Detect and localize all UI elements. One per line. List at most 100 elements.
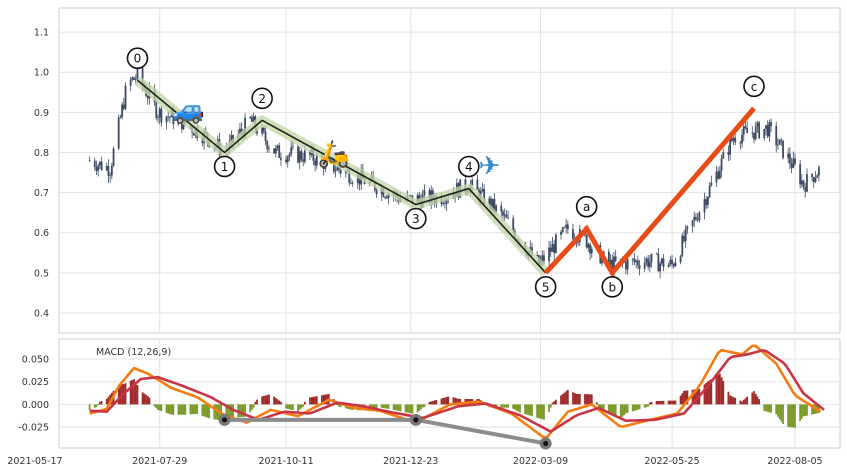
candle-body (495, 205, 498, 212)
candle-body (280, 157, 282, 160)
macd-hist-bar (631, 404, 634, 412)
candle-body (268, 148, 270, 150)
candle-body (561, 227, 564, 233)
candle-body (572, 229, 574, 240)
macd-hist-bar (157, 404, 159, 410)
candle-body (577, 242, 580, 244)
macd-hist-bar (201, 404, 204, 416)
macd-hist-bar (454, 397, 457, 405)
macd-hist-bar (215, 404, 217, 420)
macd-hist-bar (792, 404, 795, 428)
wave-label-circle (575, 195, 598, 218)
wave-label-circle (213, 155, 236, 178)
macd-hist-bar (382, 404, 385, 409)
macd-hist-bar (129, 380, 132, 405)
candle-body (763, 128, 766, 139)
macd-hist-bar (566, 389, 569, 405)
macd-hist-bar (729, 395, 732, 405)
candle-body (703, 199, 706, 213)
candle-body (274, 148, 277, 154)
candle-body (409, 195, 412, 197)
candle-body (445, 198, 448, 205)
macd-hist-bar (662, 400, 665, 405)
macd-hist-bar (372, 404, 375, 409)
macd-hist-bar (643, 404, 646, 408)
macd-hist-bar (119, 384, 122, 405)
wave-label-circle (743, 75, 765, 98)
wave-label-4: 4 (457, 155, 480, 178)
candle-body (686, 226, 689, 229)
macd-hist-bar (264, 395, 267, 405)
macd-hist-bar (599, 404, 602, 410)
macd-hist-bar (589, 394, 591, 405)
macd-hist-bar (679, 395, 682, 405)
candle-body (158, 108, 161, 118)
candle-body (650, 253, 653, 262)
macd-hist-bar (543, 404, 545, 420)
macd-hist-bar (309, 397, 311, 405)
candle-body (811, 173, 813, 178)
wave-label-3: 3 (405, 207, 427, 230)
wave-label-circle (457, 155, 480, 178)
macd-hist-bar (208, 404, 211, 419)
wave-label-5: 5 (534, 276, 557, 298)
candle-body (751, 132, 754, 134)
signal-line (89, 349, 825, 433)
candle-body (780, 139, 783, 141)
macd-hist-bar (763, 404, 766, 411)
candle-body (375, 189, 378, 195)
macd-hist-bar (539, 404, 542, 419)
macd-hist-bar (553, 401, 556, 405)
macd-hist-bar (310, 397, 313, 405)
macd-hist-bar (411, 404, 414, 414)
x-tick-label: 2021-07-29 (132, 456, 187, 467)
macd-hist-bar (442, 398, 445, 405)
candle-body (261, 127, 264, 134)
macd-hist-bar (587, 394, 590, 405)
price-y-tick-label: 0.6 (34, 228, 49, 239)
macd-hist-bar (638, 404, 641, 410)
macd-hist-bar (560, 395, 562, 405)
wave-label-text: 3 (412, 212, 420, 226)
candle-body (669, 259, 672, 265)
candle-body (554, 234, 557, 253)
candle-body (636, 260, 639, 266)
candle-body (303, 150, 306, 162)
candle-body (230, 135, 233, 141)
macd-hist-bar (669, 400, 672, 405)
macd-hist-bar (565, 391, 568, 405)
macd-hist-bar (124, 383, 127, 405)
macd-hist-bar (681, 393, 684, 405)
macd-hist-bar (455, 398, 458, 405)
macd-panel: 0.050 0.025 0.000 -0.025 (18, 338, 841, 450)
x-tick-label: 2021-05-17 (7, 456, 62, 467)
candle-body (744, 126, 747, 129)
macd-hist-bar (445, 397, 448, 405)
macd-hist-bar (655, 400, 658, 405)
macd-hist-bar (648, 402, 651, 405)
macd-hist-bar (399, 404, 402, 412)
macd-hist-bar (443, 397, 446, 405)
candle-body (192, 132, 195, 136)
candle-body (720, 158, 723, 171)
macd-hist-bar (254, 401, 257, 405)
macd-hist-bar (322, 394, 325, 405)
macd-hist-bar (775, 404, 778, 415)
candle-body (334, 170, 337, 172)
macd-hist-bar (715, 375, 718, 405)
macd-hist-bar (512, 404, 515, 409)
candle-body (481, 188, 484, 192)
macd-hist-bar (720, 377, 723, 405)
candle-body (705, 199, 708, 205)
candle-body (105, 166, 108, 170)
candle-body (626, 259, 629, 270)
candle-body (799, 164, 802, 185)
macd-hist-bar (626, 404, 629, 413)
candle-body (800, 180, 803, 185)
macd-hist-bar (561, 394, 564, 405)
candle-body (262, 127, 265, 132)
candle-body (778, 139, 781, 145)
price-y-tick-label: 0.5 (34, 268, 49, 279)
candle-body (488, 198, 491, 205)
macd-hist-bar (288, 404, 291, 410)
